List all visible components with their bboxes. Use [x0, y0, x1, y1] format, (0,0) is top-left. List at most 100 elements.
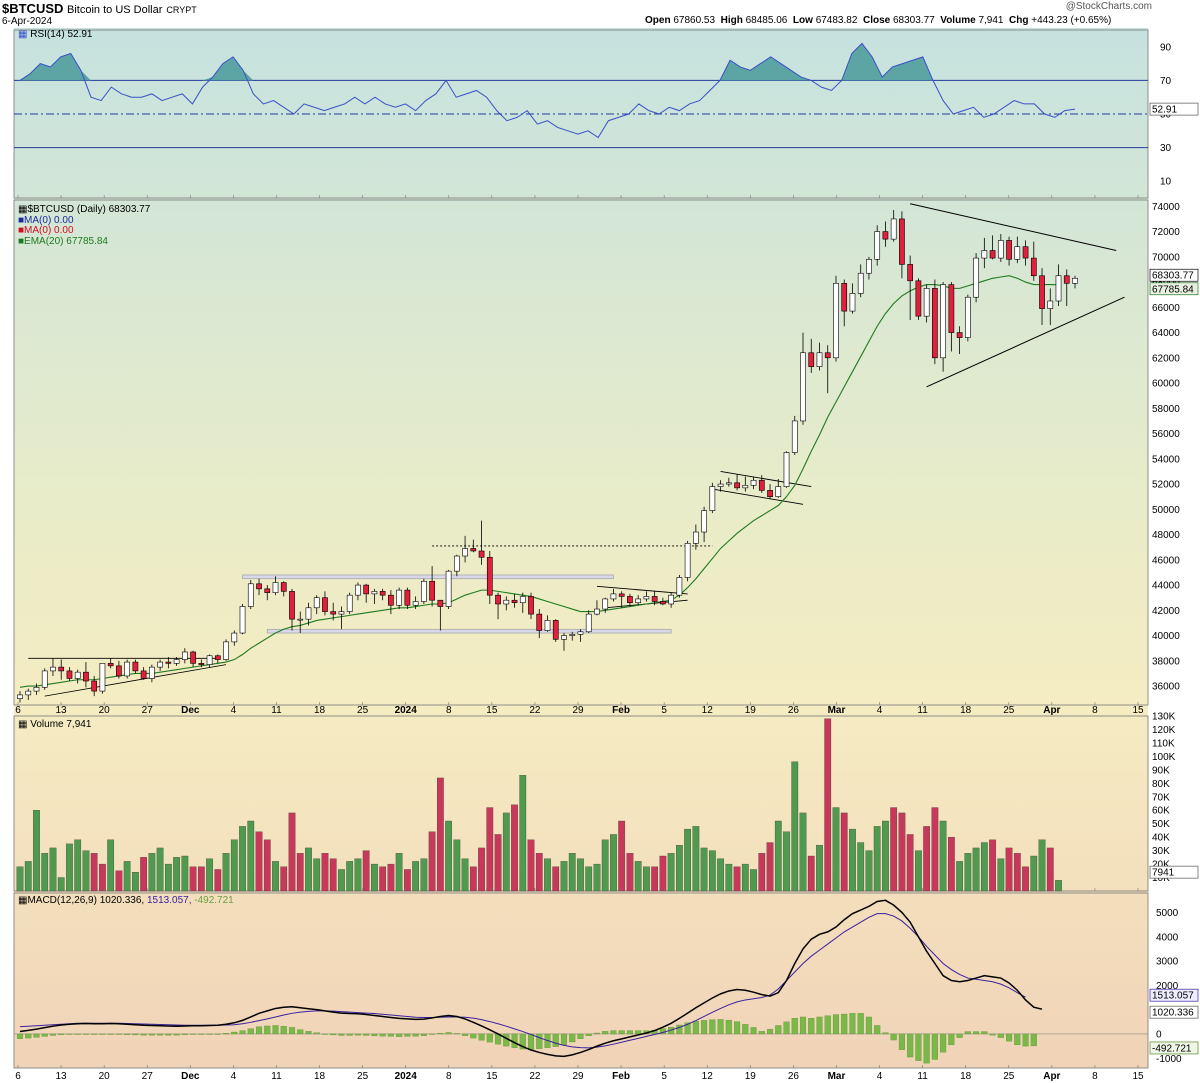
candle-up — [1055, 275, 1062, 302]
x-tick-top: 15 — [486, 705, 498, 716]
x-tick-top: 11 — [917, 705, 928, 716]
candle-up — [643, 596, 650, 600]
candle-up — [149, 666, 155, 679]
macd-line — [19, 899, 1043, 1058]
candle-down — [470, 548, 477, 552]
volume-bar-up — [222, 853, 230, 892]
macd-histogram-bar — [429, 1033, 436, 1035]
macd-histogram-bar — [25, 1033, 32, 1039]
candle-up — [585, 613, 592, 633]
candle-up — [890, 218, 897, 240]
candle-up — [750, 479, 757, 486]
macd-histogram-bar — [140, 1033, 147, 1036]
price-ytick: 74000 — [1152, 202, 1180, 213]
macd-histogram-bar — [1014, 1033, 1021, 1046]
candle-up — [594, 608, 600, 615]
volume-bar-down — [288, 812, 296, 892]
candle-up — [569, 633, 576, 636]
macd-histogram-bar — [16, 1033, 24, 1039]
rsi-ytick: 30 — [1160, 143, 1172, 154]
volume-bar-up — [66, 843, 73, 892]
macd-ytick: 0 — [1156, 1029, 1162, 1040]
volume-bar-up — [560, 861, 568, 892]
range-top-band — [242, 574, 614, 580]
candle-down — [841, 283, 848, 312]
volume-bar-up — [717, 858, 724, 892]
volume-bar-up — [577, 858, 584, 892]
volume-bar-up — [502, 812, 510, 892]
price-ytick: 36000 — [1152, 682, 1180, 693]
ma1-legend-icon: ■ — [18, 215, 24, 226]
macd-histogram-bar — [569, 1033, 576, 1043]
volume-bar-up — [667, 853, 675, 892]
candle-up — [371, 591, 378, 595]
candle-up — [173, 659, 180, 664]
volume-bar-up — [956, 861, 963, 892]
macd-histogram-bar — [832, 1014, 840, 1035]
volume-bar-up — [206, 858, 213, 892]
volume-bar-up — [41, 853, 49, 892]
volume-bar-down — [255, 831, 263, 892]
volume-bar-up — [354, 858, 362, 892]
volume-bar-down — [321, 853, 329, 892]
price-ytick: 40000 — [1152, 631, 1180, 642]
volume-bar-up — [799, 812, 807, 892]
x-tick-bottom: 2024 — [395, 1071, 418, 1082]
macd-histogram-bar — [882, 1032, 889, 1035]
volume-ytick: 70K — [1152, 792, 1170, 803]
volume-bar-down — [989, 839, 996, 892]
candle-down — [116, 665, 122, 677]
volume-bar-up — [708, 850, 716, 892]
macd-histogram-bar — [701, 1020, 708, 1035]
macd-histogram-bar — [437, 1033, 444, 1035]
volume-bar-up — [148, 853, 156, 892]
volume-bar-up — [1038, 839, 1046, 892]
candle-down — [486, 556, 493, 596]
macd-histogram-bar — [577, 1033, 584, 1039]
candle-down — [1006, 240, 1012, 260]
volume-ytick: 130K — [1152, 712, 1176, 723]
macd-histogram-bar — [190, 1033, 197, 1035]
volume-bar-up — [832, 807, 840, 892]
candle-up — [816, 352, 823, 367]
brand-watermark[interactable]: @StockCharts.com — [1066, 1, 1152, 12]
volume-bar-up — [346, 861, 354, 892]
candle-up — [412, 601, 419, 606]
candle-up — [709, 486, 716, 511]
rsi-overbought-fill — [20, 53, 92, 81]
rsi-value-tag: 52.91 — [1152, 105, 1177, 116]
volume-bar-up — [107, 839, 115, 892]
macd-ytick: -1000 — [1156, 1054, 1182, 1065]
open-label: Open — [645, 15, 671, 26]
macd-histogram-bar — [1022, 1033, 1029, 1047]
ma1-legend: MA(0) 0.00 — [24, 215, 74, 226]
x-tick-top: 12 — [702, 705, 714, 716]
macd-histogram-bar — [49, 1033, 57, 1036]
macd-histogram-bar — [66, 1033, 73, 1035]
rsi-legend-icon: ▦ — [18, 29, 27, 40]
candle-down — [379, 591, 386, 596]
rsi-ytick: 10 — [1160, 177, 1172, 188]
x-tick-top: 4 — [231, 705, 237, 716]
macd-histogram-bar — [206, 1033, 213, 1035]
macd-histogram-bar — [692, 1020, 699, 1035]
volume-bar-down — [898, 812, 906, 892]
price-panel: 36000 38000 40000 42000 44000 46000 48000 50000… — [13, 199, 1199, 706]
candle-down — [932, 288, 938, 359]
macd-histogram-bar — [91, 1033, 98, 1035]
price-ytick: 58000 — [1152, 404, 1180, 415]
volume-bar-up — [568, 853, 576, 892]
price-legend: $BTCUSD (Daily) 68303.77 — [27, 204, 150, 215]
macd-histogram-bar — [626, 1030, 633, 1035]
candle-up — [223, 641, 229, 660]
signal-value-tag: 1513.057 — [1152, 991, 1194, 1002]
x-tick-bottom: 5 — [661, 1071, 667, 1082]
ohlc-summary: Open 67860.53 High 68485.06 Low 67483.82… — [645, 15, 1111, 26]
macd-histogram-bar — [956, 1033, 963, 1038]
rsi-line — [19, 42, 1076, 139]
range-bottom-band — [266, 628, 672, 634]
candle-down — [478, 550, 485, 558]
macd-histogram-bar — [791, 1018, 798, 1035]
rsi-overbought-fill — [202, 56, 254, 81]
